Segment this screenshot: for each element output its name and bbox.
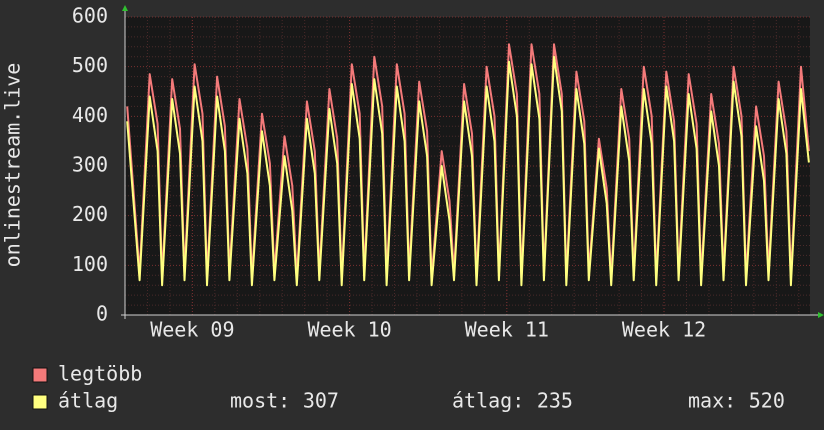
x-axis-arrow [818, 312, 824, 318]
series-line [126, 43, 810, 279]
legend-label: legtöbb [58, 362, 142, 386]
y-axis-label: onlinestream.live [1, 63, 25, 268]
y-tick-label: 300 [72, 153, 108, 177]
x-tick-label: Week 10 [307, 318, 391, 342]
legend-swatch [32, 367, 48, 383]
y-tick-label: 200 [72, 202, 108, 226]
legend-swatch [32, 394, 48, 410]
legend-label: átlag [58, 389, 118, 413]
y-tick-label: 600 [72, 4, 108, 28]
y-tick-label: 500 [72, 53, 108, 77]
series-line [126, 55, 810, 287]
x-tick-label: Week 09 [150, 318, 234, 342]
y-tick-label: 0 [96, 302, 108, 326]
y-tick-label: 100 [72, 252, 108, 276]
stat-label: átlag: [452, 389, 524, 413]
stat-value: 235 [537, 389, 573, 413]
stat-label: most: [230, 389, 290, 413]
x-tick-label: Week 11 [465, 318, 549, 342]
stat-value: 307 [303, 389, 339, 413]
x-tick-label: Week 12 [622, 318, 706, 342]
stat-value: 520 [749, 389, 785, 413]
y-tick-label: 400 [72, 103, 108, 127]
y-axis-arrow [122, 5, 128, 11]
stat-label: max: [688, 389, 736, 413]
